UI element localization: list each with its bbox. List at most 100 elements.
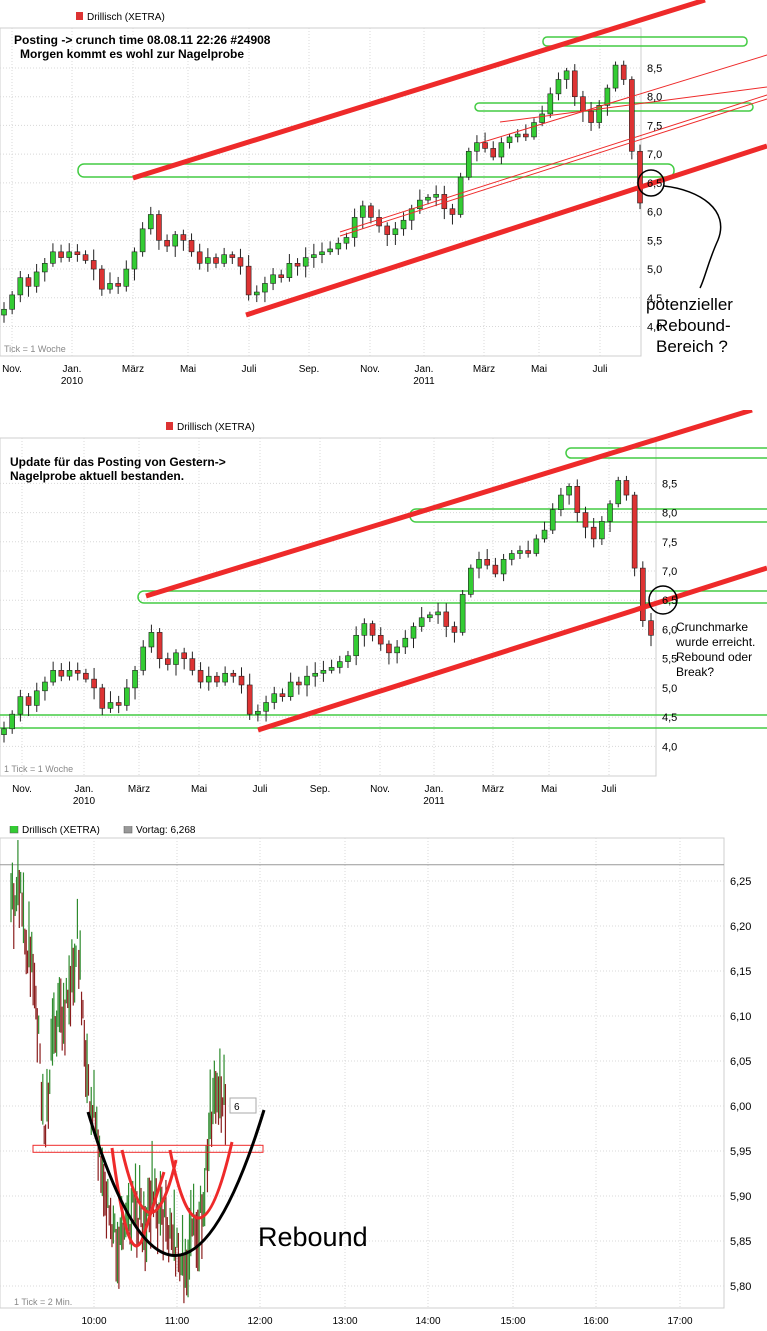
candle-body: [173, 652, 179, 665]
candle-body: [604, 87, 611, 106]
candle-body: [607, 503, 613, 522]
tick-note: Tick = 1 Woche: [4, 344, 66, 354]
candle-body: [596, 105, 603, 123]
candle-body: [433, 194, 439, 198]
trend-channel: [145, 410, 767, 733]
x-tick-label: März: [473, 364, 495, 375]
resistance-band: [542, 36, 748, 47]
candle-body: [164, 658, 171, 665]
y-tick-label: 4,0: [662, 741, 677, 753]
candles: [1, 475, 654, 743]
legend-swatch-prev: [123, 826, 133, 834]
y-tick-label: 7,0: [662, 566, 677, 578]
crunch-note-line2: wurde erreicht.: [676, 635, 756, 649]
inner-channel-line: [339, 98, 767, 237]
annotation-1: Posting -> crunch time 08.08.11 22:26 #2…: [14, 33, 270, 61]
candle-body: [115, 702, 122, 706]
x-tick-label: März: [122, 364, 144, 375]
candle-body: [612, 64, 619, 89]
candle-body: [188, 240, 195, 253]
candle-body: [555, 79, 562, 95]
candle-body: [115, 283, 121, 287]
candle-body: [443, 611, 450, 627]
candle-body: [468, 567, 474, 595]
x-tick-label: März: [128, 784, 150, 795]
trend-channel: [132, 0, 767, 318]
y-tick-label: 8,0: [662, 508, 677, 520]
y-tick-label: 5,5: [662, 654, 677, 666]
candle-body: [328, 667, 335, 671]
candle-body: [558, 494, 564, 510]
candle-body: [262, 283, 268, 293]
candle-body: [33, 690, 40, 706]
target-circle: [648, 585, 678, 615]
weekly-candlestick-chart-2: 4,0 4,5 5,0 5,5 6,0 6,5 7,0 7,5 8,0 8,5 Nov. Jan. Mä…: [0, 410, 767, 807]
support-band: [137, 590, 767, 604]
candle-body: [531, 122, 537, 138]
year-label: 2010: [73, 796, 96, 807]
candle-body: [588, 110, 594, 123]
intraday-chart: 5,80 5,85 5,90 5,95 6,00 6,05 6,10 6,15 6,20 6,25…: [0, 826, 751, 1327]
candle-body: [25, 277, 32, 287]
candle-body: [359, 205, 366, 218]
candle-body: [376, 217, 382, 227]
candle-body: [327, 248, 333, 253]
candle-body: [490, 148, 497, 158]
candle-body: [41, 263, 48, 273]
y-tick-label: 6,10: [730, 1011, 751, 1023]
y-tick-label: 6,5: [647, 178, 662, 190]
candle-body: [465, 150, 472, 178]
upper-channel-line: [145, 410, 753, 599]
candle-body: [286, 263, 293, 278]
y-tick-label: 5,90: [730, 1191, 751, 1203]
candle-body: [514, 133, 521, 138]
candle-body: [523, 133, 529, 138]
candle-body: [287, 681, 294, 697]
x-tick-label: Mai: [191, 784, 207, 795]
candle-body: [580, 96, 586, 112]
year-label: 2011: [423, 796, 445, 807]
resistance-band: [565, 447, 767, 459]
legend-label: Drillisch (XETRA): [22, 826, 100, 836]
candle-body: [140, 646, 147, 671]
crunch-note-line4: Break?: [676, 665, 715, 679]
annotation-1-line1: Posting -> crunch time 08.08.11 22:26 #2…: [14, 33, 271, 47]
candle-body: [459, 594, 466, 633]
legend-swatch: [166, 422, 173, 430]
tick-note: 1 Tick = 1 Woche: [4, 764, 73, 774]
candle-body: [278, 274, 285, 278]
y-tick-label: 8,0: [647, 92, 662, 104]
candle-body: [377, 634, 384, 645]
candle-body: [408, 208, 415, 221]
candle-body: [418, 617, 425, 627]
candle-body: [270, 274, 276, 284]
y-tick-label: 6,05: [730, 1056, 751, 1068]
candle-body: [590, 526, 597, 540]
inner-channel-line: [479, 54, 767, 144]
candle-body: [58, 670, 65, 677]
candle-body: [492, 564, 499, 575]
candle-body: [139, 228, 146, 253]
y-tick-label: 7,5: [647, 120, 662, 132]
candle-body: [640, 567, 646, 621]
x-tick-label: 15:00: [500, 1316, 525, 1327]
candle-body: [402, 637, 409, 648]
rebound-label: Rebound: [258, 1222, 368, 1252]
candle-body: [311, 254, 317, 258]
candle-body: [476, 559, 482, 569]
x-tick-label: Mai: [531, 364, 547, 375]
w-shape-right: [168, 1141, 234, 1220]
price-tag: 6: [234, 1102, 240, 1113]
x-tick-label: 10:00: [81, 1316, 106, 1327]
year-label: 2011: [413, 376, 435, 387]
x-tick-label: Juli: [241, 364, 256, 375]
candle-body: [449, 208, 456, 215]
candle-body: [50, 251, 56, 264]
candle-body: [571, 70, 578, 98]
candle-body: [336, 661, 343, 668]
candle-body: [50, 670, 56, 683]
grid: [0, 837, 725, 1309]
candle-body: [296, 681, 302, 686]
y-tick-label: 6,20: [730, 921, 751, 933]
candle-body: [17, 696, 24, 715]
